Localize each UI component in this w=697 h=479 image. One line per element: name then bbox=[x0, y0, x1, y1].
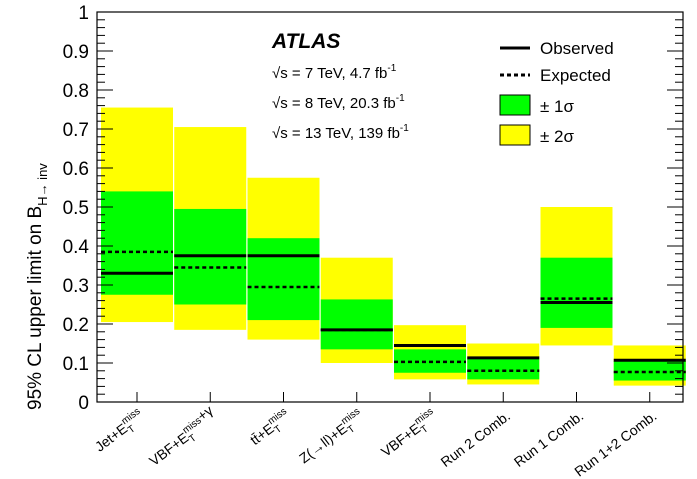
svg-text:Z(→ll)+ETmiss: Z(→ll)+ETmiss bbox=[295, 406, 369, 469]
y-tick-label-8: 0.8 bbox=[63, 81, 89, 102]
one-sigma-band-2 bbox=[247, 238, 320, 321]
legend-observed-label: Observed bbox=[540, 39, 614, 58]
y-tick-label-6: 0.6 bbox=[63, 159, 89, 180]
info-line-8tev: √s = 8 TeV, 20.3 fb-1 bbox=[272, 93, 405, 112]
lines-layer bbox=[101, 250, 686, 374]
one-sigma-band-6 bbox=[540, 257, 613, 328]
x-tick-label-2: tt̄+ETmiss bbox=[246, 406, 296, 451]
x-tick-label-3: Z(→ll)+ETmiss bbox=[295, 406, 369, 469]
x-tick-label-0: Jet+ETmiss bbox=[91, 406, 150, 458]
x-tick-label-4: VBF+ETmiss bbox=[377, 406, 442, 463]
legend-one-sigma-label: ± 1σ bbox=[540, 97, 575, 116]
x-tick-label-6: Run 1 Comb. bbox=[511, 408, 587, 470]
info-block: √s = 7 TeV, 4.7 fb-1 √s = 8 TeV, 20.3 fb… bbox=[272, 63, 409, 142]
y-axis-label-sub: H→ inv bbox=[35, 163, 50, 206]
y-axis-label-main: 95% CL upper limit on B bbox=[25, 206, 46, 410]
legend-two-sigma-label: ± 2σ bbox=[540, 127, 575, 146]
svg-text:Run 1 Comb.: Run 1 Comb. bbox=[511, 408, 587, 470]
svg-text:tt̄+ETmiss: tt̄+ETmiss bbox=[246, 406, 296, 451]
bands-layer bbox=[101, 107, 686, 386]
svg-text:VBF+ETmiss+γ: VBF+ETmiss+γ bbox=[142, 402, 223, 472]
legend-two-sigma-swatch bbox=[499, 124, 531, 146]
svg-text:Run 2 Comb.: Run 2 Comb. bbox=[438, 408, 514, 470]
info-line-7tev: √s = 7 TeV, 4.7 fb-1 bbox=[272, 63, 397, 82]
y-tick-label-4: 0.4 bbox=[63, 237, 90, 258]
y-tick-label-0: 0 bbox=[78, 393, 89, 414]
y-tick-label-7: 0.7 bbox=[63, 120, 89, 141]
y-tick-label-5: 0.5 bbox=[63, 198, 89, 219]
svg-text:VBF+ETmiss: VBF+ETmiss bbox=[377, 406, 442, 463]
info-line-13tev: √s = 13 TeV, 139 fb-1 bbox=[272, 123, 409, 142]
x-tick-label-5: Run 2 Comb. bbox=[438, 408, 514, 470]
y-tick-label-9: 0.9 bbox=[63, 42, 89, 63]
y-tick-label-3: 0.3 bbox=[63, 276, 89, 297]
y-tick-label-1: 0.1 bbox=[63, 354, 89, 375]
y-axis-label: 95% CL upper limit on BH→ inv bbox=[25, 163, 50, 410]
atlas-label: ATLAS bbox=[271, 30, 340, 53]
svg-text:Jet+ETmiss: Jet+ETmiss bbox=[91, 406, 150, 458]
one-sigma-band-3 bbox=[320, 299, 393, 350]
y-tick-label-10: 1 bbox=[78, 3, 89, 24]
one-sigma-band-5 bbox=[467, 359, 540, 380]
one-sigma-band-0 bbox=[101, 191, 173, 295]
x-tick-label-1: VBF+ETmiss+γ bbox=[142, 402, 223, 472]
y-tick-label-2: 0.2 bbox=[63, 315, 89, 336]
legend-one-sigma-swatch bbox=[499, 94, 531, 116]
legend: Observed Expected ± 1σ ± 2σ bbox=[499, 39, 614, 146]
legend-expected-label: Expected bbox=[540, 66, 611, 85]
